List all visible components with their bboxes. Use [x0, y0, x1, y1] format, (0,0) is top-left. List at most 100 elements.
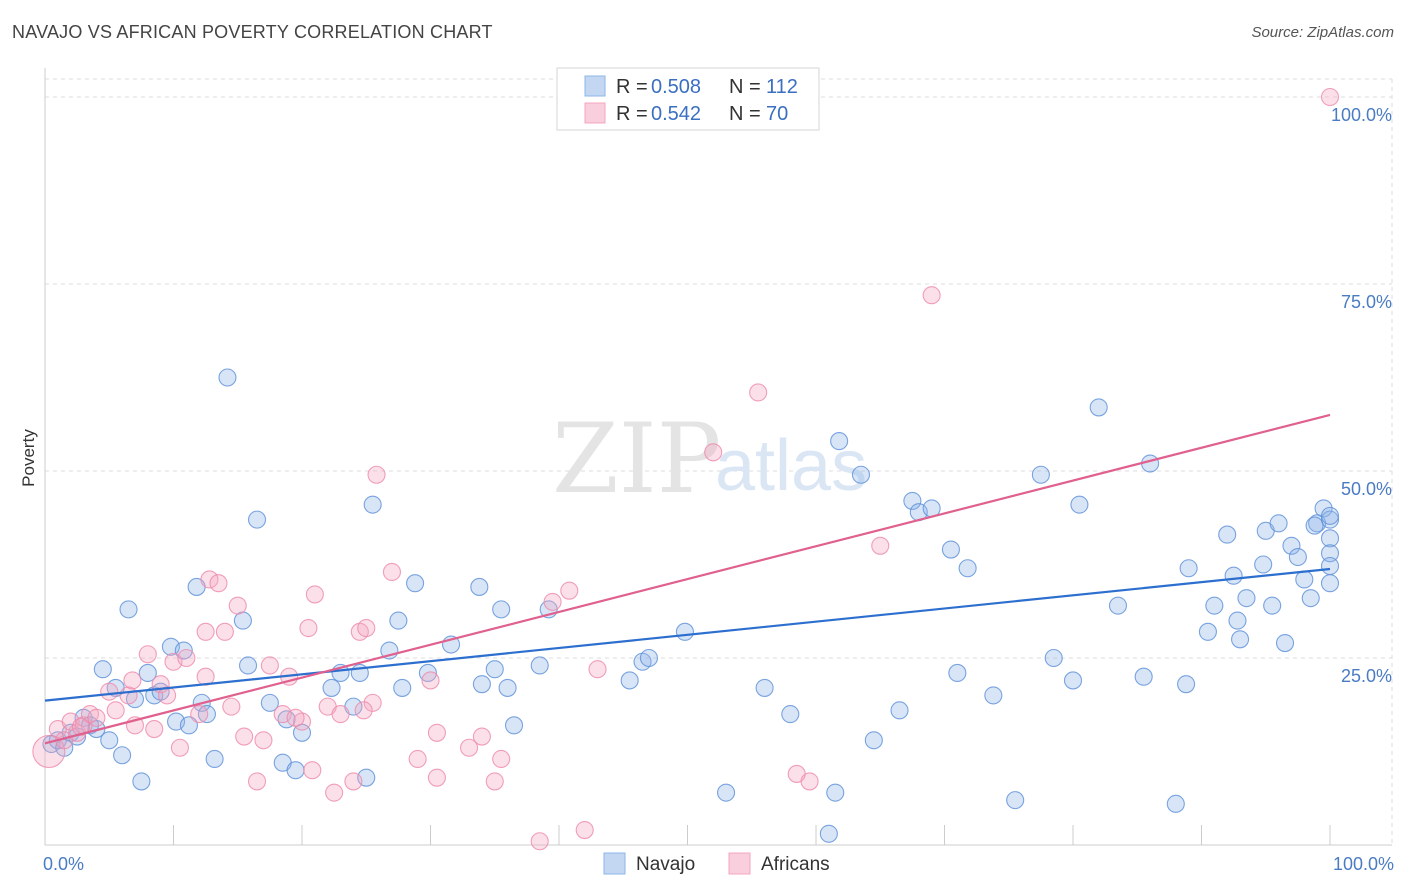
point-navajo-75: [1006, 791, 1025, 810]
point-navajo-15: [138, 663, 157, 683]
point-navajo-60: [755, 678, 774, 697]
point-africans-46: [427, 768, 446, 787]
point-africans-13: [138, 645, 157, 664]
point-navajo-30: [260, 693, 279, 712]
point-africans-58: [749, 383, 768, 402]
point-africans-20: [190, 705, 209, 724]
point-navajo-27: [238, 656, 258, 675]
x-tick-label-1: 100.0%: [1333, 854, 1394, 874]
point-navajo-85: [1177, 675, 1196, 694]
axes: [44, 68, 1392, 846]
point-navajo-43: [393, 678, 412, 697]
point-navajo-100: [1295, 570, 1314, 589]
point-navajo-29: [247, 510, 267, 529]
point-africans-50: [485, 772, 504, 791]
point-africans-44: [382, 562, 402, 582]
x-tick-labels: 0.0% 100.0%: [43, 854, 1394, 874]
source-label: Source: ZipAtlas.com: [1251, 24, 1394, 41]
point-navajo-68: [903, 491, 922, 510]
bottom-legend-label-africans: Africans: [761, 854, 830, 875]
point-navajo-86: [1179, 559, 1198, 578]
point-navajo-78: [1063, 671, 1083, 690]
point-africans-24: [215, 622, 234, 641]
point-africans-21: [196, 622, 215, 641]
data-points: [32, 87, 1340, 851]
bottom-legend-swatch-africans: [728, 852, 751, 875]
point-navajo-63: [826, 783, 845, 802]
y-tick-label-3: 100.0%: [1331, 105, 1392, 125]
point-navajo-8: [93, 660, 112, 679]
point-navajo-99: [1288, 547, 1307, 567]
point-navajo-21: [179, 716, 198, 735]
point-africans-29: [254, 731, 273, 750]
point-navajo-96: [1269, 514, 1288, 533]
point-navajo-51: [498, 678, 517, 697]
trend-line-africans: [44, 413, 1331, 745]
point-navajo-50: [492, 600, 511, 619]
point-africans-7: [87, 708, 106, 727]
point-navajo-105: [1320, 529, 1340, 548]
point-navajo-82: [1134, 667, 1153, 686]
point-navajo-25: [205, 749, 224, 769]
point-navajo-45: [418, 663, 437, 683]
point-navajo-107: [1320, 544, 1340, 563]
point-navajo-52: [504, 716, 524, 735]
point-navajo-104: [1320, 574, 1340, 593]
point-africans-41: [357, 619, 376, 638]
point-africans-11: [123, 671, 142, 690]
point-navajo-12: [119, 600, 138, 619]
point-navajo-88: [1205, 596, 1224, 615]
point-navajo-73: [958, 559, 977, 578]
point-africans-57: [704, 443, 723, 462]
point-navajo-81: [1108, 596, 1128, 615]
point-navajo-61: [781, 705, 800, 724]
point-africans-16: [158, 686, 177, 705]
trend-line-navajo: [44, 567, 1331, 702]
point-africans-34: [299, 619, 318, 638]
point-navajo-42: [389, 611, 408, 630]
watermark-atlas: atlas: [715, 426, 867, 506]
legend-n-value-africans: 70: [766, 103, 788, 125]
point-africans-45: [408, 749, 427, 769]
legend-r-label-navajo: R =: [616, 76, 648, 98]
y-tick-label-2: 75.0%: [1341, 292, 1392, 312]
point-navajo-92: [1237, 589, 1256, 608]
point-navajo-93: [1254, 555, 1273, 574]
y-tick-labels: 25.0% 50.0% 75.0% 100.0%: [1331, 105, 1392, 686]
point-africans-60: [800, 772, 819, 791]
point-navajo-49: [485, 660, 504, 679]
point-navajo-9: [100, 731, 119, 750]
point-africans-53: [543, 592, 562, 611]
point-navajo-53: [530, 656, 549, 675]
point-africans-51: [492, 749, 511, 769]
point-navajo-91: [1231, 630, 1250, 649]
point-africans-26: [228, 596, 247, 615]
point-africans-42: [363, 693, 382, 712]
point-africans-22: [200, 570, 219, 589]
bottom-legend-label-navajo: Navajo: [636, 854, 695, 875]
point-africans-37: [325, 783, 344, 802]
point-africans-35: [305, 585, 324, 604]
point-africans-52: [530, 832, 549, 851]
point-navajo-80: [1089, 398, 1108, 417]
point-africans-61: [871, 536, 890, 555]
point-africans-27: [235, 727, 254, 746]
legend-swatch-navajo: [584, 75, 606, 97]
point-africans-14: [145, 720, 164, 739]
point-navajo-89: [1218, 525, 1237, 544]
point-africans-18: [170, 738, 189, 757]
legend-r-value-navajo: 0.508: [651, 76, 701, 98]
point-navajo-108: [1228, 611, 1247, 630]
bottom-legend: Navajo Africans: [603, 852, 830, 875]
point-navajo-87: [1198, 622, 1217, 641]
point-africans-56: [588, 660, 607, 679]
point-navajo-64: [830, 432, 849, 451]
legend-r-value-africans: 0.542: [651, 103, 701, 125]
point-navajo-74: [984, 686, 1003, 705]
watermark-zip: ZIP: [552, 403, 721, 515]
point-navajo-44: [406, 574, 425, 593]
point-africans-62: [922, 286, 941, 305]
point-navajo-72: [948, 663, 967, 683]
legend-n-value-navajo: 112: [766, 76, 798, 98]
